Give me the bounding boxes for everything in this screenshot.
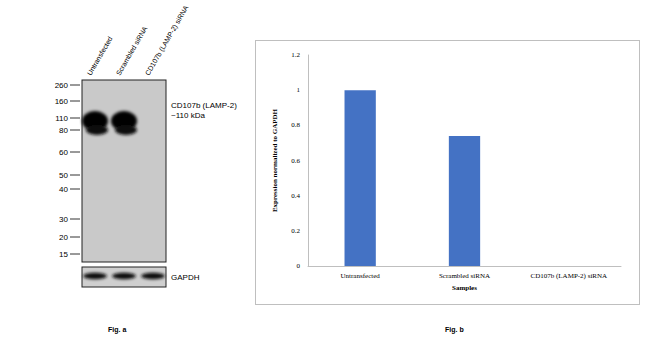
html-text:Fig. b: Fig. b xyxy=(445,326,464,333)
svg-text:Scrambled siRNA: Scrambled siRNA xyxy=(115,25,149,77)
svg-text:GAPDH: GAPDH xyxy=(171,273,200,282)
svg-text:0.4: 0.4 xyxy=(291,192,300,200)
svg-text:~110 kDa: ~110 kDa xyxy=(171,111,205,120)
svg-text:0.8: 0.8 xyxy=(291,121,300,129)
svg-text:50: 50 xyxy=(59,171,68,180)
html-text:Fig. a: Fig. a xyxy=(108,326,127,333)
svg-text:60: 60 xyxy=(59,148,68,157)
svg-text:Untransfected: Untransfected xyxy=(341,272,381,280)
svg-text:0.6: 0.6 xyxy=(291,157,300,165)
svg-text:260: 260 xyxy=(55,81,69,90)
svg-text:Untransfected: Untransfected xyxy=(86,35,114,76)
svg-text:15: 15 xyxy=(59,250,68,259)
svg-text:0: 0 xyxy=(297,262,301,270)
svg-text:20: 20 xyxy=(59,233,68,242)
svg-text:0.2: 0.2 xyxy=(291,227,300,235)
svg-text:Expression normalized to GAPDH: Expression normalized to GAPDH xyxy=(271,108,279,212)
svg-text:CD107b (LAMP-2): CD107b (LAMP-2) xyxy=(171,101,237,110)
svg-text:CD107b (LAMP-2) siRNA: CD107b (LAMP-2) siRNA xyxy=(531,272,608,280)
svg-text:110: 110 xyxy=(55,114,68,123)
svg-text:160: 160 xyxy=(55,97,69,106)
svg-text:1.2: 1.2 xyxy=(291,51,300,59)
svg-text:CD107b (LAMP-2) siRNA: CD107b (LAMP-2) siRNA xyxy=(144,4,191,77)
svg-text:Scrambled siRNA: Scrambled siRNA xyxy=(439,272,490,280)
svg-text:30: 30 xyxy=(59,215,68,224)
svg-text:40: 40 xyxy=(59,185,68,194)
svg-text:Samples: Samples xyxy=(452,284,477,292)
svg-text:80: 80 xyxy=(59,126,68,135)
svg-text:1: 1 xyxy=(297,86,301,94)
